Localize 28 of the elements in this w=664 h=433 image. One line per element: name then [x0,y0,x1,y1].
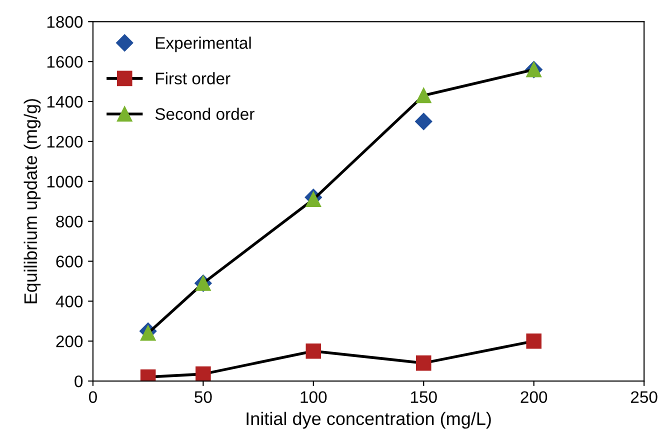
x-tick-label: 200 [520,391,548,404]
point [306,343,322,359]
x-tick-label: 150 [411,391,437,404]
y-tick-label: 200 [56,336,83,348]
y-tick-label: 1600 [47,56,83,68]
point [196,366,211,382]
y-axis-title: Equilibrium update (mg/g) [24,99,41,304]
point [306,192,322,207]
y-tick-label: 1400 [47,96,83,108]
y-tick-label: 1200 [47,136,83,148]
y-tick-label: 400 [56,296,83,308]
y-tick-label: 0 [74,375,83,388]
x-tick-label: 0 [88,391,97,404]
x-tick-label: 100 [300,391,327,404]
y-tick-label: 600 [56,256,83,268]
x-tick-label: 50 [194,391,212,404]
y-tick-label: 800 [56,216,83,228]
point [416,88,432,104]
legend-label: First order [156,72,230,84]
legend-label: Experimental [156,36,251,52]
y-tick-label: 1000 [47,176,83,188]
point [415,112,432,130]
point [416,355,432,371]
x-axis-title: Initial dye concentration (mg/L) [246,412,491,429]
y-tick-label: 1800 [47,16,83,28]
x-tick-label: 250 [631,391,658,404]
point [526,333,542,349]
legend-label: Second order [155,108,254,120]
